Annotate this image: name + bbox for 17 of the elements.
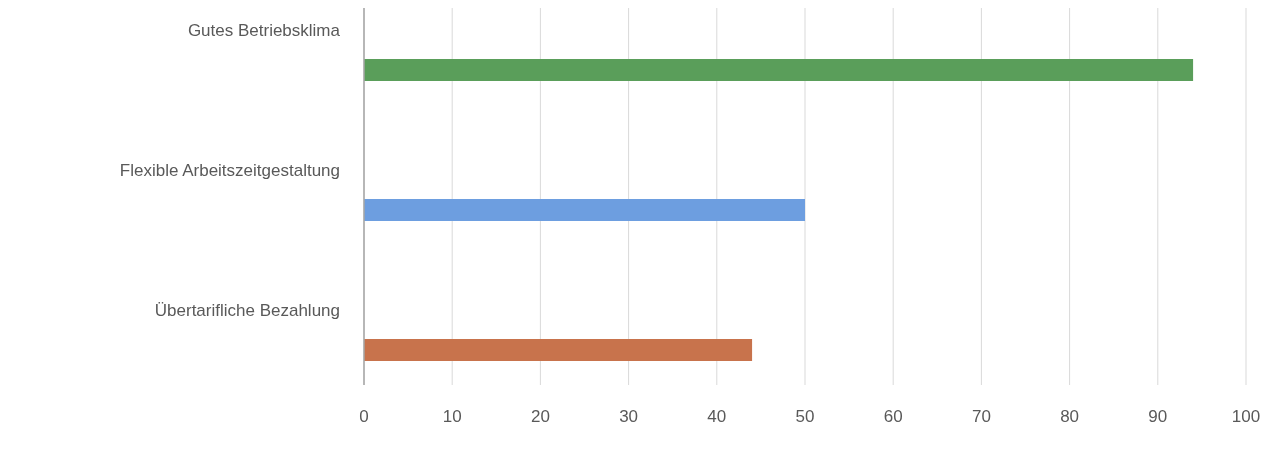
y-tick-label: Übertarifliche Bezahlung xyxy=(154,301,340,321)
x-tick-label: 0 xyxy=(359,407,369,426)
x-tick-label: 20 xyxy=(530,407,550,426)
x-tick-label: 30 xyxy=(619,407,639,426)
x-tick-label: 70 xyxy=(971,407,991,426)
y-tick-label: Flexible Arbeitszeitgestaltung xyxy=(119,161,340,181)
x-tick-label: 80 xyxy=(1060,407,1080,426)
x-tick-label: 40 xyxy=(707,407,727,426)
x-tick-label: 90 xyxy=(1148,407,1168,426)
y-tick-label: Gutes Betriebsklima xyxy=(187,21,341,41)
bar xyxy=(364,59,1194,81)
x-tick-label: 10 xyxy=(442,407,462,426)
x-tick-label: 50 xyxy=(795,407,815,426)
x-tick-label: 60 xyxy=(883,407,903,426)
bar xyxy=(364,339,753,361)
bar xyxy=(364,199,805,221)
x-tick-label: 100 xyxy=(1231,407,1261,426)
